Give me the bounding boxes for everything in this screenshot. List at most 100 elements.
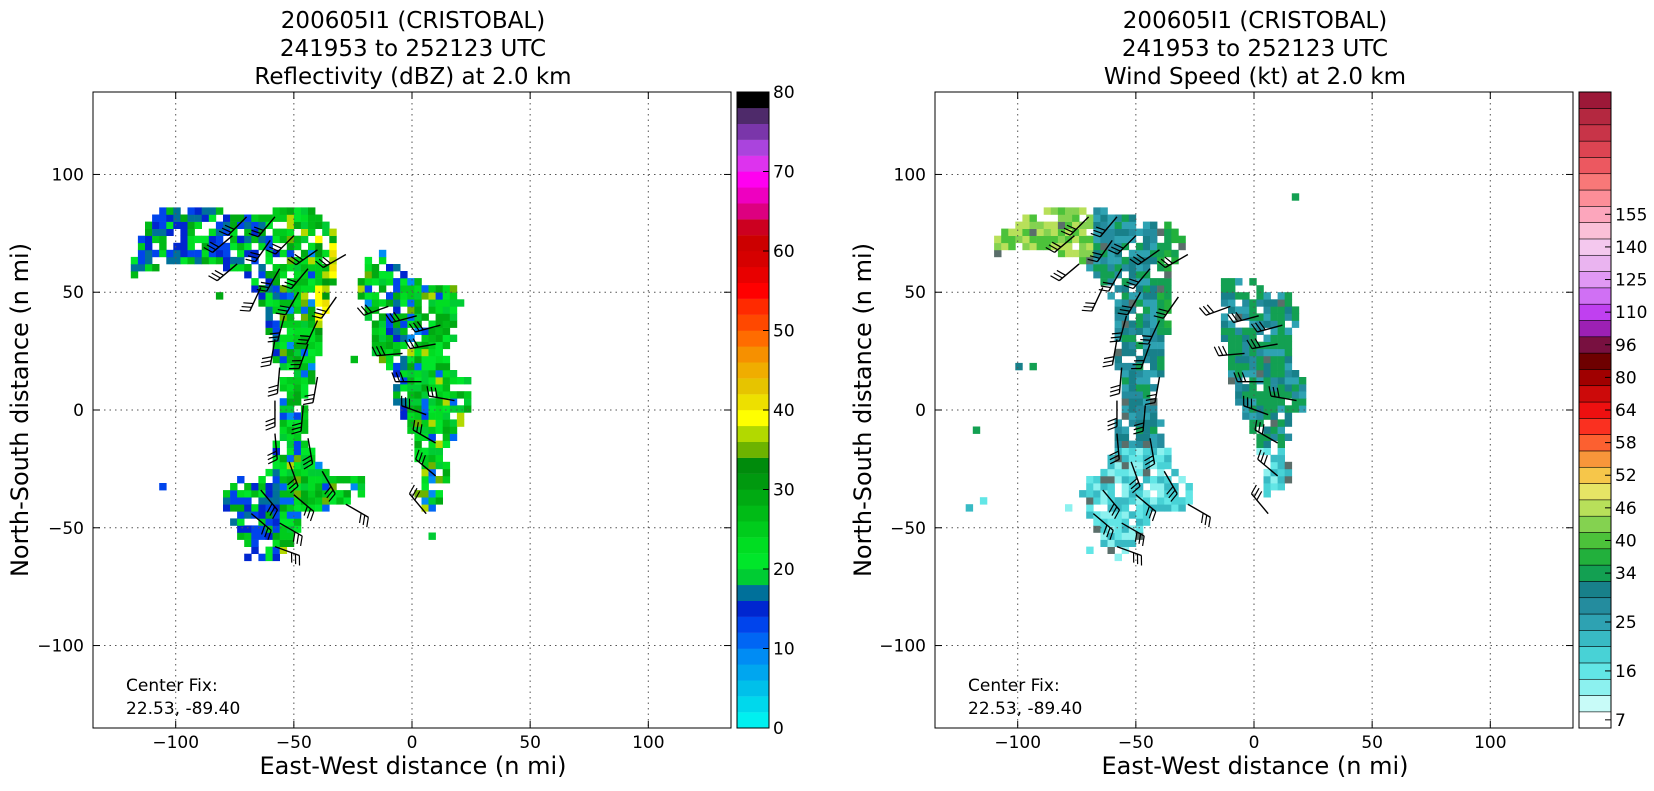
wind-barb-flag bbox=[1142, 336, 1152, 337]
echo-cell bbox=[400, 278, 407, 285]
echo-cell bbox=[329, 236, 336, 243]
echo-cell bbox=[436, 441, 443, 448]
echo-cell bbox=[429, 349, 436, 356]
echo-cell bbox=[372, 335, 379, 342]
echo-cell bbox=[429, 299, 436, 306]
echo-cell bbox=[1136, 504, 1143, 511]
echo-cell bbox=[294, 412, 301, 419]
echo-cell bbox=[301, 377, 308, 384]
y-tick-label: −100 bbox=[37, 637, 84, 657]
echo-cell bbox=[280, 511, 287, 518]
echo-cell bbox=[1122, 384, 1129, 391]
echo-cell bbox=[1150, 405, 1157, 412]
echo-cell bbox=[400, 285, 407, 292]
colorbar-swatch bbox=[1579, 516, 1611, 533]
echo-cell bbox=[195, 207, 202, 214]
echo-cell bbox=[1086, 243, 1093, 250]
echo-cell bbox=[1136, 243, 1143, 250]
echo-cell bbox=[358, 292, 365, 299]
echo-cell bbox=[138, 243, 145, 250]
echo-cell bbox=[450, 434, 457, 441]
colorbar-swatch bbox=[737, 362, 769, 378]
echo-cell bbox=[1221, 335, 1228, 342]
echo-cell bbox=[1278, 405, 1285, 412]
echo-cell bbox=[386, 363, 393, 370]
echo-cell bbox=[1129, 229, 1136, 236]
echo-cell bbox=[344, 490, 351, 497]
echo-cell bbox=[301, 483, 308, 490]
echo-cell bbox=[258, 215, 265, 222]
echo-cell bbox=[344, 497, 351, 504]
echo-cell bbox=[1235, 278, 1242, 285]
echo-cell bbox=[1157, 483, 1164, 490]
echo-cell bbox=[308, 356, 315, 363]
echo-cell bbox=[1143, 490, 1150, 497]
echo-cell bbox=[1058, 236, 1065, 243]
echo-cell bbox=[386, 271, 393, 278]
echo-cell bbox=[1164, 321, 1171, 328]
echo-cell bbox=[1157, 243, 1164, 250]
echo-cell bbox=[407, 370, 414, 377]
echo-cell bbox=[1122, 405, 1129, 412]
echo-cell bbox=[994, 243, 1001, 250]
echo-cell bbox=[280, 427, 287, 434]
echo-cell bbox=[414, 441, 421, 448]
colorbar-tick-label: 58 bbox=[1615, 434, 1637, 454]
echo-cell bbox=[1164, 285, 1171, 292]
panel-2-x-axis-label: East-West distance (n mi) bbox=[1101, 752, 1408, 780]
colorbar-swatch bbox=[1579, 125, 1611, 142]
x-tick-label: 50 bbox=[519, 733, 541, 753]
echo-cell bbox=[436, 427, 443, 434]
echo-cell bbox=[1044, 222, 1051, 229]
echo-cell bbox=[1221, 313, 1228, 320]
echo-cell bbox=[1143, 518, 1150, 525]
colorbar-swatch bbox=[1579, 581, 1611, 598]
echo-cell bbox=[280, 363, 287, 370]
echo-cell bbox=[393, 363, 400, 370]
x-tick-label: −50 bbox=[1118, 733, 1154, 753]
echo-cell bbox=[308, 377, 315, 384]
echo-cell bbox=[273, 462, 280, 469]
colorbar-swatch bbox=[1579, 598, 1611, 615]
echo-cell bbox=[266, 306, 273, 313]
echo-cell bbox=[1278, 419, 1285, 426]
echo-cell bbox=[258, 292, 265, 299]
echo-cell bbox=[1256, 349, 1263, 356]
colorbar-swatch bbox=[737, 92, 769, 108]
echo-cell bbox=[315, 462, 322, 469]
echo-cell bbox=[1115, 497, 1122, 504]
colorbar-swatch bbox=[737, 378, 769, 394]
echo-cell bbox=[1178, 476, 1185, 483]
echo-cell bbox=[1278, 342, 1285, 349]
echo-cell bbox=[1228, 299, 1235, 306]
echo-cell bbox=[436, 306, 443, 313]
echo-cell bbox=[1022, 243, 1029, 250]
echo-cell bbox=[1256, 292, 1263, 299]
echo-cell bbox=[1143, 285, 1150, 292]
echo-cell bbox=[251, 285, 258, 292]
echo-cell bbox=[422, 292, 429, 299]
echo-cell bbox=[358, 483, 365, 490]
panel-wind-speed: 200605I1 (CRISTOBAL) 241953 to 252123 UT… bbox=[849, 8, 1647, 780]
echo-cell bbox=[251, 483, 258, 490]
echo-cell bbox=[1100, 215, 1107, 222]
echo-cell bbox=[429, 292, 436, 299]
colorbar-tick-label: 30 bbox=[773, 481, 795, 501]
echo-cell bbox=[1271, 306, 1278, 313]
panel-2-center-fix-value: 22.53, -89.40 bbox=[968, 699, 1082, 719]
echo-cell bbox=[414, 412, 421, 419]
echo-cell bbox=[315, 292, 322, 299]
echo-cell bbox=[301, 278, 308, 285]
echo-cell bbox=[443, 342, 450, 349]
echo-cell bbox=[429, 476, 436, 483]
echo-cell bbox=[216, 207, 223, 214]
echo-cell bbox=[1292, 377, 1299, 384]
echo-cell bbox=[443, 384, 450, 391]
echo-cell bbox=[407, 412, 414, 419]
echo-cell bbox=[287, 222, 294, 229]
colorbar-swatch bbox=[737, 315, 769, 331]
echo-cell bbox=[258, 222, 265, 229]
echo-cell bbox=[414, 363, 421, 370]
echo-cell bbox=[443, 419, 450, 426]
echo-cell bbox=[429, 405, 436, 412]
